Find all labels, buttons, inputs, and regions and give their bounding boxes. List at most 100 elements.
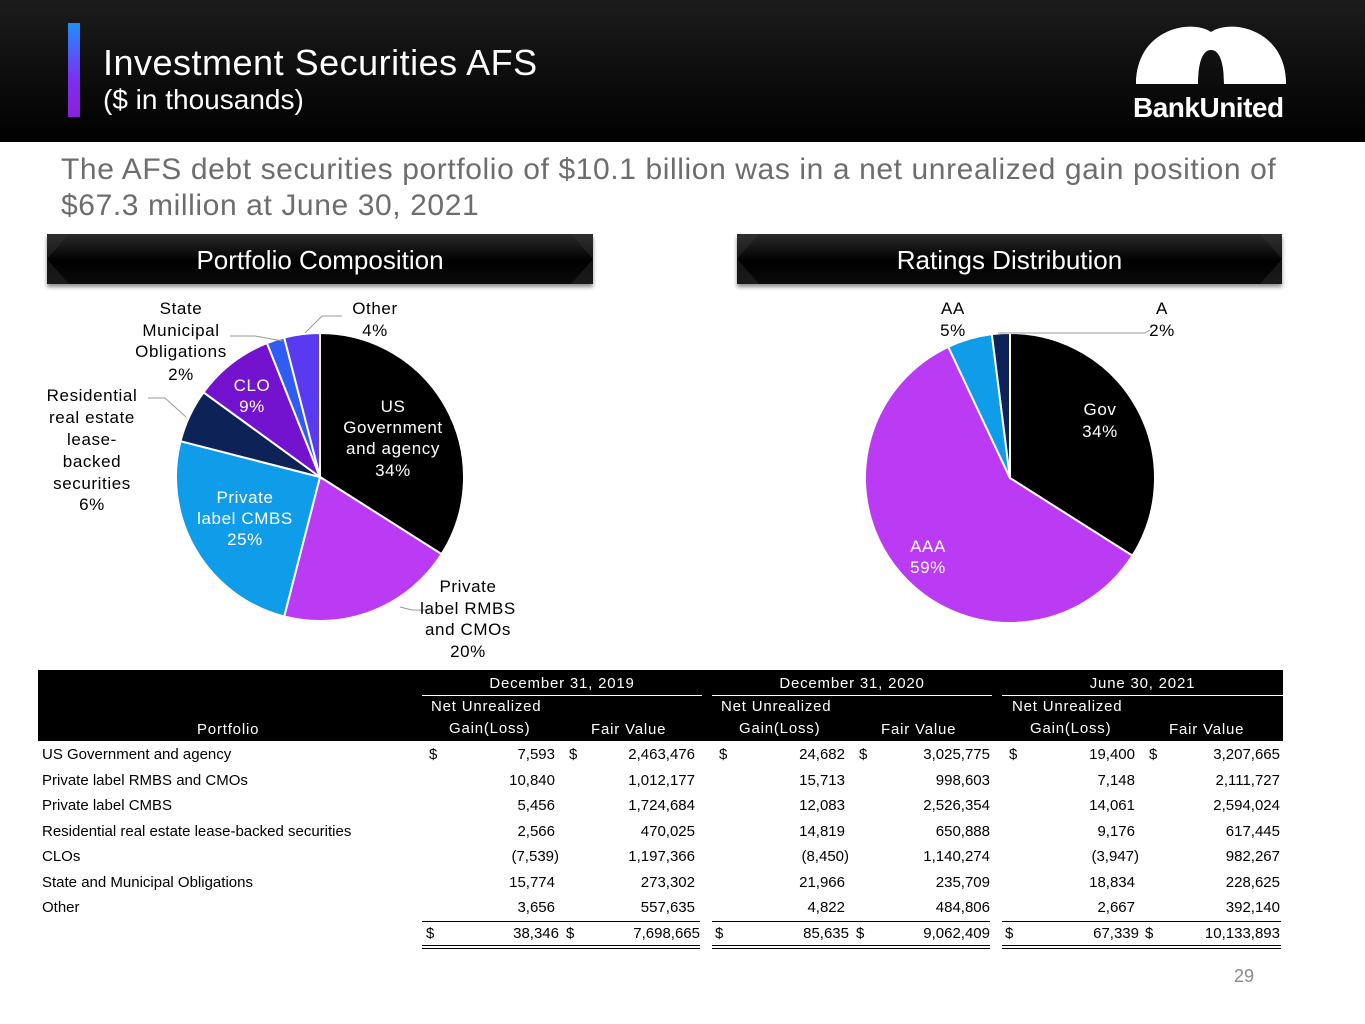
label-other-2: 4% [362,321,388,340]
table-cell: 392,140 [1225,899,1280,916]
table-cell: 19,400 [1089,746,1135,763]
table-cell: 9,176 [1097,822,1135,840]
label-rmbs: Private label RMBS and CMOs 20% [420,577,516,661]
composition-slice-clo [202,341,323,480]
table-cell: 982,267 [1225,848,1280,865]
leader-line-resi [148,397,187,418]
label-aa-1: AA [941,299,965,318]
dollar-sign: $ [1149,746,1158,763]
total-cell: 9,062,409 [923,924,990,942]
dollar-sign: $ [566,924,575,942]
dollar-sign: $ [719,746,728,763]
table-row: State and Municipal Obligations 15,774 273… [38,870,1283,895]
title-accent-bar [68,23,80,117]
label-aaa-1: AAA [910,537,946,556]
table-cell: 2,526,354 [923,797,990,814]
ratings-distribution-banner: Ratings Distribution [737,234,1282,284]
table-cell: 5,456 [517,797,555,814]
table-cell: 3,656 [517,899,555,916]
totals-top-rule [422,920,700,922]
group-header-2019: December 31, 2019 [489,675,635,692]
slide-title: Investment Securities AFS [103,42,538,83]
portfolio-composition-banner: Portfolio Composition [47,234,593,284]
label-rmbs-3: and CMOs [425,620,511,639]
label-clo-1: CLO [234,376,271,395]
table-cell: (3,947) [1091,848,1139,865]
table-row: Residential real estate lease-backed sec… [38,819,1283,844]
label-aaa: AAA 59% [910,537,946,577]
group-underline-2020 [712,695,992,696]
row-label: Private label CMBS [42,797,173,814]
totals-row: 38,346 7,698,665 85,635 9,062,409 67,339 10,1… [38,920,1283,949]
label-cmbs-2: label CMBS [197,509,293,528]
label-gov-2: 34% [1082,422,1118,441]
col-fv-2021: Fair Value [1169,721,1245,738]
table-cell: 1,724,684 [628,797,695,814]
slide-subtitle: ($ in thousands) [103,84,304,115]
pie-charts: US Government and agency 34% Private lab… [47,299,1175,661]
label-a-1: A [1156,299,1168,318]
totals-top-rule [712,920,990,922]
totals-double-rule [422,944,700,949]
row-label: US Government and agency [42,746,232,763]
label-rmbs-2: label RMBS [420,599,516,618]
table-cell: (8,450) [801,848,849,865]
table-cell: 484,806 [935,899,990,916]
ratings-distribution-pie [864,331,1156,624]
row-label: CLOs [42,848,81,865]
table-cell: 14,819 [799,822,845,840]
dollar-sign: $ [1005,924,1014,942]
dollar-sign: $ [856,924,865,942]
label-a-2: 2% [1149,321,1175,340]
composition-slice-private-label-cmbs [175,439,322,618]
table-cell: 15,713 [799,771,845,789]
table-cell: 998,603 [935,771,990,789]
dollar-sign: $ [715,924,724,942]
table-cell: 14,061 [1089,797,1135,814]
dollar-sign: $ [429,746,438,763]
table-cell: 2,594,024 [1213,797,1280,814]
label-state-1: State [160,299,203,318]
table-cell: 12,083 [799,797,845,814]
table-cell: 1,197,366 [628,848,695,865]
row-label: Residential real estate lease-backed sec… [42,822,352,840]
col-gain-2019-l1: Net Unrealized [431,698,542,715]
table-cell: 3,025,775 [923,746,990,763]
composition-slice-other [282,331,321,478]
table-row: CLOs (7,539) 1,197,366 (8,450) 1,140,274 (3,9… [38,844,1283,869]
col-gain-2020-l2: Gain(Loss) [739,720,821,737]
table-header: Portfolio December 31, 2019 December 31,… [38,670,1283,741]
dollar-sign: $ [1009,746,1018,763]
label-state-2: Municipal [142,321,219,340]
leader-line-other [304,315,342,334]
label-gov-1: Gov [1084,400,1117,419]
bankunited-logo-icon [1136,26,1286,84]
col-gain-2021-l2: Gain(Loss) [1030,720,1112,737]
row-label: State and Municipal Obligations [42,873,253,891]
logo-wordmark: BankUnited [1133,92,1284,123]
leader-line-a [998,329,1151,334]
table-cell: 10,840 [509,771,555,789]
composition-slice-private-label-rmbs-and-cmos [282,475,443,622]
label-state: State Municipal Obligations 2% [135,299,226,384]
col-gain-2019-l2: Gain(Loss) [449,720,531,737]
label-rmbs-4: 20% [450,642,486,661]
table-cell: 2,667 [1097,899,1135,916]
dollar-sign: $ [569,746,578,763]
label-other: Other 4% [352,299,397,340]
table-cell: 18,834 [1089,873,1135,891]
col-gain-2020-l1: Net Unrealized [721,698,832,715]
table-cell: 15,774 [509,873,555,891]
label-cmbs-3: 25% [227,530,263,549]
col-fv-2020: Fair Value [881,721,957,738]
label-us-gov-1: US [381,397,406,416]
ratings-slice-aaa [864,345,1134,624]
label-cmbs-1: Private [216,488,273,507]
table-cell: 2,111,727 [1215,771,1280,789]
row-label: Private label RMBS and CMOs [42,771,248,789]
label-clo-2: 9% [239,397,265,416]
slide-header: Investment Securities AFS ($ in thousand… [0,0,1365,142]
label-cmbs: Private label CMBS 25% [197,488,293,549]
label-us-gov-2: Government [343,418,443,437]
dollar-sign: $ [426,924,435,942]
